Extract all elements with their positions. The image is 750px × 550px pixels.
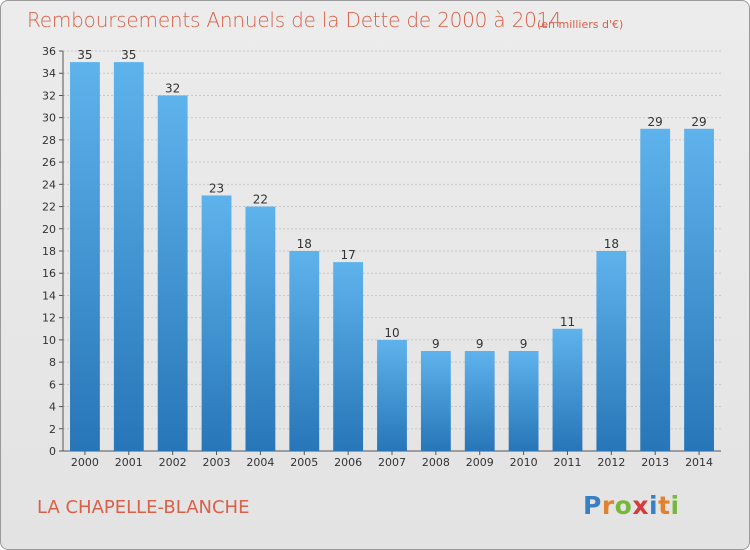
data-label-2013: 29 (648, 115, 663, 129)
brand-letter: o (614, 491, 633, 520)
x-tick-label: 2010 (510, 456, 538, 469)
brand-letter: x (632, 491, 649, 520)
brand-letter: P (583, 491, 602, 520)
data-label-2002: 32 (165, 81, 180, 95)
y-tick-label: 14 (42, 289, 56, 302)
bar-2010 (508, 351, 539, 451)
bar-2001 (113, 62, 144, 451)
data-label-2003: 23 (209, 181, 224, 195)
bar-2008 (420, 351, 451, 451)
bar-2006 (333, 262, 364, 451)
data-label-2010: 9 (520, 337, 528, 351)
data-label-2000: 35 (77, 48, 92, 62)
x-tick-label: 2007 (378, 456, 406, 469)
x-tick-label: 2014 (685, 456, 713, 469)
y-tick-label: 0 (49, 445, 56, 458)
x-tick-label: 2013 (641, 456, 669, 469)
y-tick-label: 4 (49, 401, 56, 414)
y-tick-label: 26 (42, 156, 56, 169)
x-tick-label: 2000 (71, 456, 99, 469)
x-tick-label: 2001 (115, 456, 143, 469)
y-tick-label: 2 (49, 423, 56, 436)
y-tick-label: 32 (42, 89, 56, 102)
y-tick-label: 22 (42, 201, 56, 214)
x-tick-label: 2006 (334, 456, 362, 469)
bar-2013 (640, 128, 671, 451)
data-label-2006: 17 (340, 248, 355, 262)
data-label-2004: 22 (253, 193, 268, 207)
proxiti-logo[interactable]: Proxiti (583, 491, 680, 520)
bars (70, 62, 714, 451)
town-name: LA CHAPELLE-BLANCHE (37, 497, 250, 518)
x-tick-label: 2002 (159, 456, 187, 469)
x-tick-label: 2012 (597, 456, 625, 469)
bar-2002 (157, 95, 188, 451)
y-tick-label: 24 (42, 178, 56, 191)
data-label-2014: 29 (691, 115, 706, 129)
bar-2007 (377, 339, 407, 451)
data-labels: 35 35 32 23 22 18 17 10 9 9 9 11 18 29 29 (77, 48, 706, 351)
bar-2014 (684, 128, 714, 451)
data-label-2011: 11 (560, 315, 575, 329)
data-label-2012: 18 (604, 237, 619, 251)
x-tick-label: 2009 (466, 456, 494, 469)
y-tick-label: 34 (42, 67, 56, 80)
data-label-2007: 10 (384, 326, 399, 340)
bar-2003 (201, 195, 232, 451)
brand-letter: r (601, 491, 615, 520)
bar-2004 (245, 206, 276, 451)
y-tick-label: 6 (49, 378, 56, 391)
y-tick-label: 36 (42, 45, 56, 58)
bar-2012 (596, 251, 627, 451)
data-label-2008: 9 (432, 337, 440, 351)
bar-2009 (464, 351, 495, 451)
x-tick-label: 2005 (290, 456, 318, 469)
y-tick-label: 20 (42, 223, 56, 236)
y-tick-label: 16 (42, 267, 56, 280)
chart-subtitle: (en milliers d'€) (537, 18, 624, 31)
brand-letter: i (649, 491, 659, 520)
data-label-2001: 35 (121, 48, 136, 62)
x-tick-label: 2011 (553, 456, 581, 469)
x-tick-label: 2003 (203, 456, 231, 469)
brand-letter: t (658, 491, 671, 520)
chart-title: Remboursements Annuels de la Dette de 20… (27, 8, 562, 32)
bar-2000 (70, 62, 100, 451)
y-tick-label: 12 (42, 312, 56, 325)
bar-2005 (289, 251, 320, 451)
y-tick-label: 18 (42, 245, 56, 258)
x-tick-label: 2004 (246, 456, 274, 469)
x-tick-label: 2008 (422, 456, 450, 469)
y-tick-label: 28 (42, 134, 56, 147)
data-label-2005: 18 (297, 237, 312, 251)
y-tick-label: 8 (49, 356, 56, 369)
y-tick-label: 10 (42, 334, 56, 347)
y-tick-label: 30 (42, 112, 56, 125)
data-label-2009: 9 (476, 337, 484, 351)
bar-2011 (552, 328, 583, 451)
brand-letter: i (670, 491, 680, 520)
